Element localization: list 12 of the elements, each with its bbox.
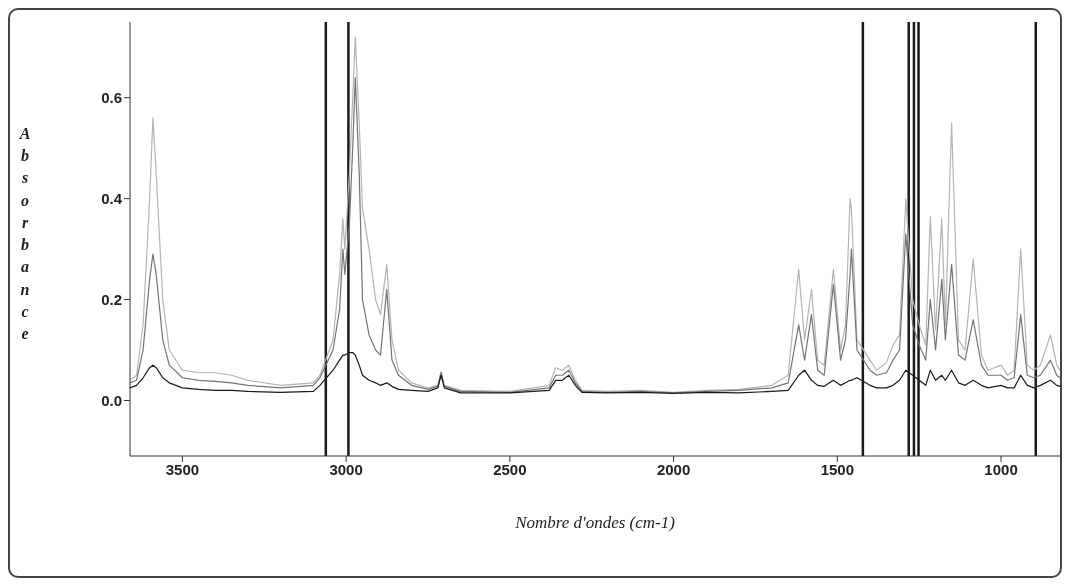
y-tick-label: 0.0: [101, 391, 122, 409]
x-tick-label: 1000: [984, 460, 1018, 478]
x-tick-label: 2500: [493, 460, 527, 478]
y-tick-label: 0.6: [101, 89, 122, 107]
x-tick-label: 2000: [656, 460, 691, 478]
x-tick-label: 3500: [165, 460, 200, 478]
x-tick-label: 3000: [329, 460, 363, 478]
y-tick-label: 0.4: [101, 189, 123, 207]
x-axis-title: Nombre d'ondes (cm-1): [514, 513, 676, 532]
y-tick-label: 0.2: [101, 290, 122, 308]
x-tick-label: 1500: [820, 460, 855, 478]
text: Absorbance: [19, 125, 31, 342]
